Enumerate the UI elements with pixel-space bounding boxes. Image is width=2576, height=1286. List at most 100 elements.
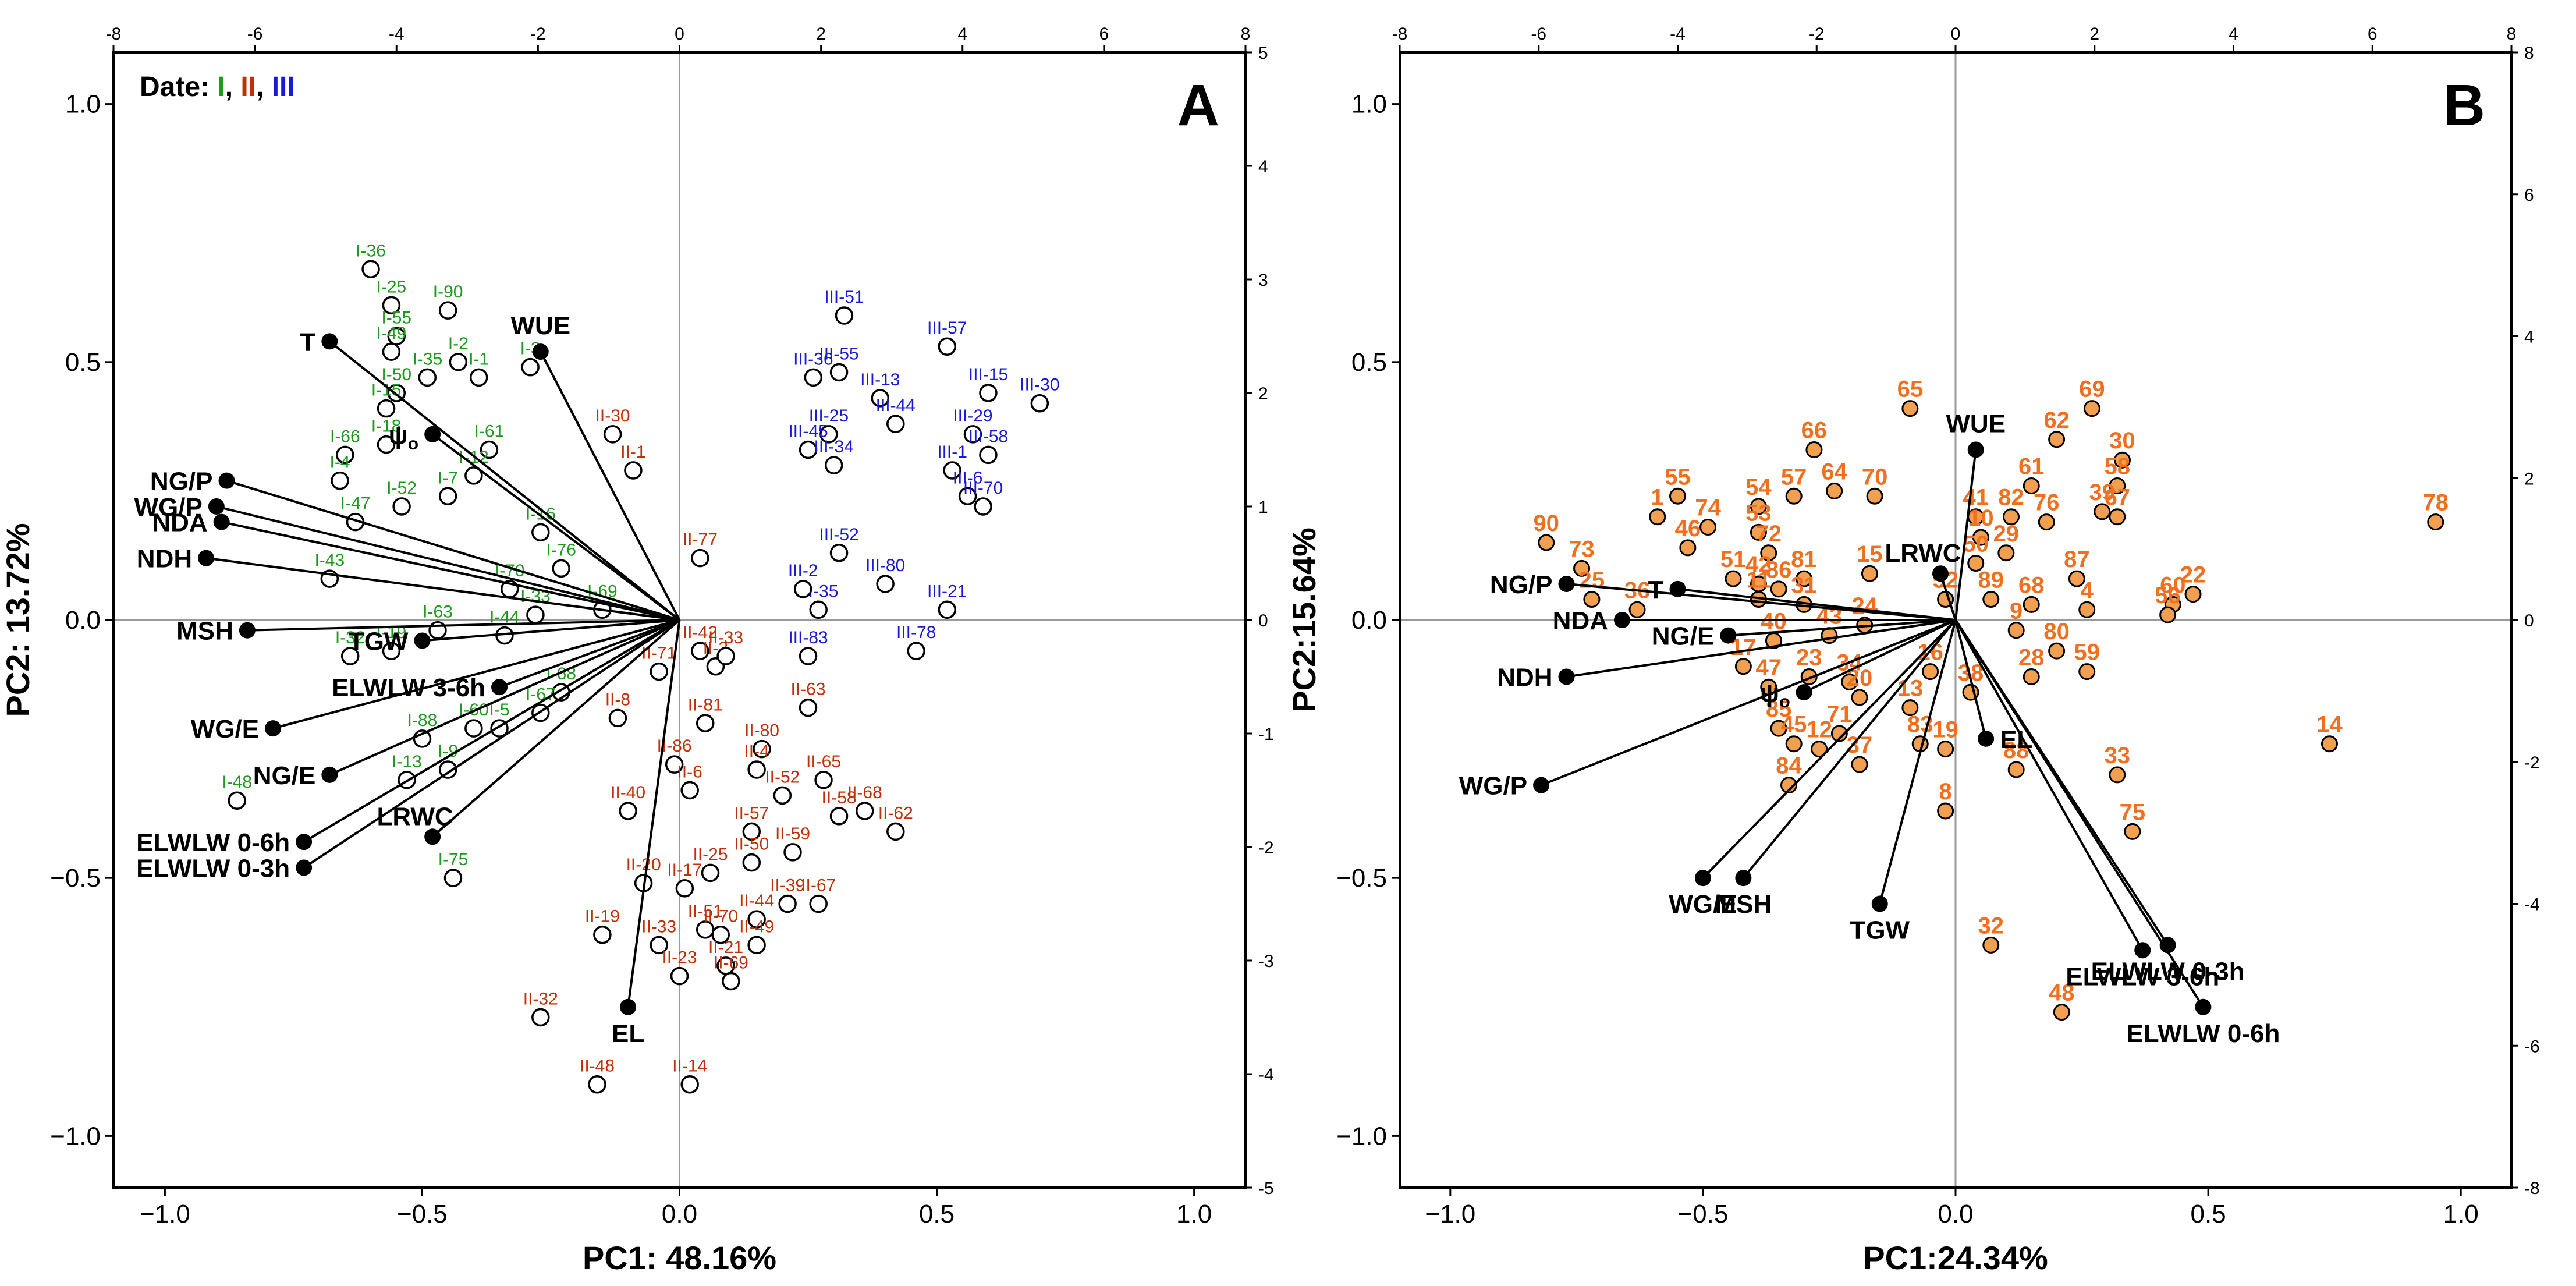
pa-observation-label: II-6 (677, 763, 702, 782)
pa-observation-label: I-47 (340, 494, 371, 513)
pb-observation-label: 89 (1978, 568, 2004, 593)
pa-observation-point (804, 368, 823, 387)
pb-observation-label: 54 (1745, 474, 1772, 500)
pa-observation-label: I-61 (474, 422, 505, 441)
pa-observation-point (829, 363, 849, 382)
pb-observation-point (1583, 591, 1601, 608)
pa-right-tick-label: 4 (1258, 157, 1268, 176)
pa-observation-label: I-2 (448, 334, 469, 353)
pa-observation-label: III-45 (788, 422, 828, 441)
pb-observation-point (2053, 1004, 2070, 1021)
pb-loading-point (1967, 441, 1984, 458)
pa-observation-point (392, 497, 411, 516)
pb-observation-point (2068, 570, 2085, 587)
pb-loading-point (1533, 777, 1550, 793)
pa-right-tick-label: -4 (1258, 1065, 1274, 1085)
pa-observation-label: III-21 (927, 582, 967, 601)
pa-observation-point (336, 445, 354, 465)
pb-observation-point (1937, 741, 1954, 758)
pb-right-tick-label: 2 (2524, 469, 2534, 488)
pa-observation-label: III-36 (793, 349, 833, 369)
pa-observation-label: II-19 (585, 907, 620, 926)
pa-observation-label: III-1 (937, 442, 967, 462)
pa-loading-label: LRWC (377, 802, 453, 831)
pb-observation-point (2159, 606, 2177, 623)
pa-loading-label: NG/E (253, 761, 316, 790)
pa-observation-point (624, 461, 643, 480)
pa-right-tick-label: -5 (1258, 1179, 1274, 1198)
pb-observation-point (1866, 487, 1883, 505)
pb-observation-label: 31 (1791, 572, 1817, 598)
pa-observation-point (938, 337, 956, 356)
pa-observation-point (418, 368, 437, 387)
pb-observation-point (1851, 689, 1868, 706)
pb-observation-point (1826, 482, 1843, 499)
pa-observation-label: II-42 (683, 623, 718, 642)
pa-right-tick-label: 0 (1258, 611, 1268, 630)
pa-observation-label: III-52 (819, 525, 858, 544)
pa-observation-label: I-49 (377, 324, 407, 343)
pa-loading-label: NG/P (150, 467, 213, 496)
pb-loading-vector (1541, 619, 1956, 787)
pb-observation-label: 33 (2105, 743, 2131, 768)
pa-loading-point (265, 720, 282, 737)
pa-right-tick-label: -1 (1258, 725, 1274, 744)
pa-observation-point (753, 739, 771, 759)
pa-observation-label: II-70 (703, 907, 738, 926)
pa-loading-label: TGW (349, 627, 409, 656)
pb-observation-label: 74 (1695, 495, 1721, 520)
panel-b: −1.0 −0.5 0.0 0.5 1.0 −1.0 −0.5 0.0 0.5 1.0 -8 -6 -4… (1286, 24, 2540, 1276)
pb-observation-point (2003, 508, 2020, 526)
pb-observation-point (2109, 477, 2126, 495)
pa-y-tick-label: −0.5 (50, 864, 101, 892)
pa-observation-label: II-67 (801, 876, 836, 895)
pa-observation-label: I-32 (335, 628, 366, 647)
pb-observation-point (2023, 477, 2040, 495)
pa-observation-label: III-29 (953, 406, 992, 426)
pb-observation-label: 76 (2034, 490, 2060, 516)
pb-observation-point (2023, 596, 2040, 613)
pa-observation-label: III-15 (968, 365, 1008, 384)
pa-loading-point (532, 343, 549, 360)
pa-observation-point (480, 440, 499, 459)
pb-observation-point (1725, 570, 1742, 587)
pb-observation-point (1679, 539, 1697, 557)
pa-right-tick-label: 2 (1258, 384, 1268, 403)
pb-observation-point (1830, 725, 1848, 742)
pb-top-tick-label: 0 (1951, 24, 1961, 44)
pb-observation-label: 12 (1806, 717, 1832, 743)
pa-observation-point (675, 879, 694, 898)
pb-top-tick-label: 4 (2229, 24, 2238, 44)
pa-loading-point (218, 472, 235, 489)
pb-observation-point (1538, 534, 1555, 551)
pa-y-tick-label: −1.0 (50, 1122, 101, 1150)
pa-loading-point (296, 859, 313, 876)
pb-observation-point (2048, 642, 2066, 660)
pa-right-tick-label: -2 (1258, 838, 1274, 858)
pa-observation-point (603, 425, 622, 444)
pb-observation-point (1649, 508, 1666, 526)
pa-panel-label: A (1177, 73, 1219, 138)
pb-observation-label: 55 (1665, 464, 1691, 490)
pb-loading-point (2195, 998, 2212, 1015)
pa-observation-point (438, 301, 457, 320)
pb-y-tick-label: −1.0 (1336, 1122, 1387, 1150)
pa-observation-label: I-48 (222, 773, 252, 792)
pb-observation-label: 60 (2160, 572, 2186, 598)
pa-observation-label: II-71 (641, 644, 676, 663)
pb-loading-point (1871, 895, 1888, 912)
pb-loading-label: MSH (1715, 890, 1772, 919)
pa-loading-point (198, 550, 215, 566)
pb-observation-point (1760, 544, 1777, 562)
pb-loading-vector (1702, 619, 1957, 879)
pb-observation-label: 87 (2064, 547, 2090, 572)
pb-observation-label: 51 (1720, 547, 1747, 572)
pa-loading-label: ψo (389, 421, 418, 454)
pb-observation-label: 29 (1993, 521, 2020, 547)
pa-loading-vector (247, 619, 680, 632)
pb-observation-point (1841, 673, 1858, 690)
pb-top-tick-label: -2 (1809, 24, 1825, 44)
pa-top-tick-label: -4 (389, 24, 405, 44)
pa-observation-label: II-32 (523, 990, 558, 1009)
pb-observation-label: 62 (2043, 408, 2070, 433)
